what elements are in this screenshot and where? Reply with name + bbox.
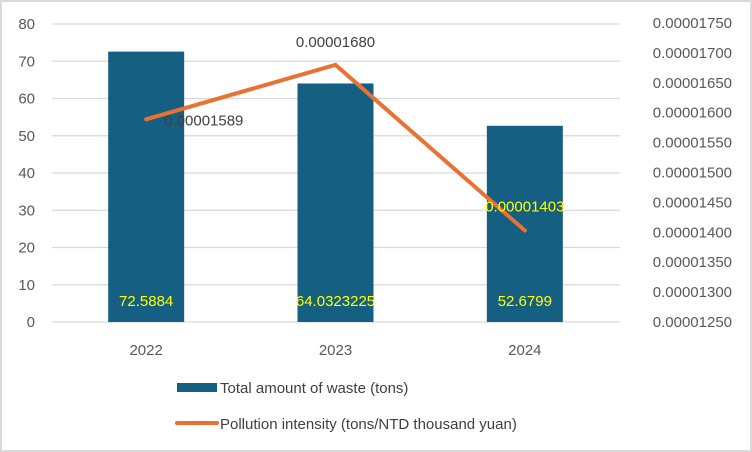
bar-data-label: 52.6799: [498, 293, 552, 310]
right-tick-label: 0.00001500: [653, 165, 732, 182]
left-axis-ticks: 0 10 20 30 40 50 60 70 80: [18, 16, 35, 331]
right-tick-label: 0.00001400: [653, 224, 732, 241]
x-tick-label: 2024: [508, 342, 541, 359]
right-tick-label: 0.00001350: [653, 254, 732, 271]
bar[interactable]: [486, 125, 563, 323]
right-tick-label: 0.00001250: [653, 314, 732, 331]
right-tick-label: 0.00001450: [653, 194, 732, 211]
bar-series: [108, 51, 563, 323]
right-tick-label: 0.00001650: [653, 75, 732, 92]
left-tick-label: 20: [18, 240, 35, 257]
legend: Total amount of waste (tons) Pollution i…: [175, 380, 517, 433]
line-data-label: 0.00001680: [296, 34, 375, 51]
legend-bar-label: Total amount of waste (tons): [220, 380, 408, 397]
line-data-label: 0.00001403: [485, 199, 564, 216]
legend-bar-swatch: [177, 383, 217, 392]
line-series: [144, 62, 527, 233]
line-data-label: 0.00001589: [164, 112, 243, 129]
left-tick-label: 60: [18, 91, 35, 108]
left-tick-label: 0: [27, 314, 35, 331]
bar[interactable]: [108, 51, 185, 322]
legend-item-bar[interactable]: Total amount of waste (tons): [177, 380, 408, 397]
left-tick-label: 70: [18, 53, 35, 70]
left-tick-label: 40: [18, 165, 35, 182]
left-tick-label: 80: [18, 16, 35, 33]
bar-data-label: 72.5884: [119, 293, 173, 310]
x-axis-ticks: 2022 2023 2024: [129, 342, 541, 359]
right-tick-label: 0.00001600: [653, 105, 732, 122]
right-tick-label: 0.00001300: [653, 284, 732, 301]
bar[interactable]: [297, 83, 374, 322]
bar-data-labels: 72.5884 64.0323225 52.6799: [119, 293, 552, 310]
right-tick-label: 0.00001750: [653, 15, 732, 32]
legend-item-line[interactable]: Pollution intensity (tons/NTD thousand y…: [175, 416, 517, 433]
right-tick-label: 0.00001550: [653, 135, 732, 152]
x-tick-label: 2023: [319, 342, 352, 359]
bar-data-label: 64.0323225: [296, 293, 375, 310]
left-tick-label: 50: [18, 128, 35, 145]
left-tick-label: 30: [18, 202, 35, 219]
right-tick-label: 0.00001700: [653, 45, 732, 62]
left-tick-label: 10: [18, 277, 35, 294]
line-data-labels: 0.00001589 0.00001680 0.00001403: [164, 34, 564, 216]
x-tick-label: 2022: [129, 342, 162, 359]
legend-line-label: Pollution intensity (tons/NTD thousand y…: [220, 416, 517, 433]
right-axis-ticks: 0.00001250 0.00001300 0.00001350 0.00001400…: [653, 15, 732, 331]
